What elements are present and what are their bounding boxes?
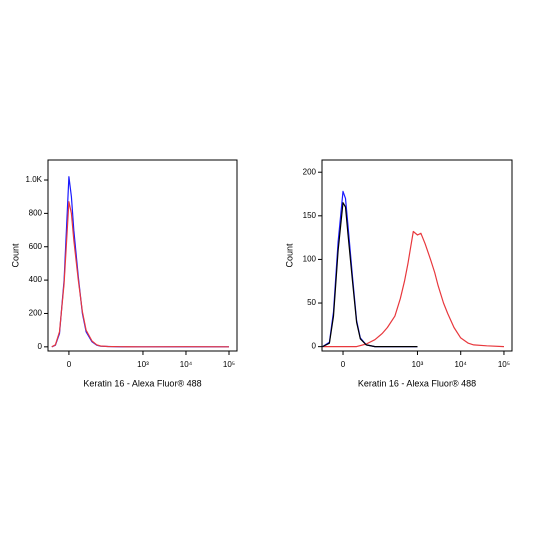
y-tick-label: 100 — [303, 255, 317, 264]
y-tick-label: 50 — [307, 298, 316, 307]
y-tick-label: 200 — [29, 309, 43, 318]
x-tick-label: 10⁵ — [223, 360, 235, 369]
x-tick-label: 0 — [67, 360, 72, 369]
y-tick-label: 1.0K — [26, 175, 43, 184]
y-tick-label: 400 — [29, 275, 43, 284]
x-tick-label: 10³ — [137, 360, 149, 369]
histogram-line — [51, 201, 230, 348]
y-tick-label: 0 — [38, 342, 43, 351]
x-axis-label: Keratin 16 - Alexa Fluor® 488 — [83, 378, 201, 388]
x-tick-label: 10⁵ — [498, 360, 510, 369]
histogram-line — [322, 202, 418, 348]
x-axis-label: Keratin 16 - Alexa Fluor® 488 — [358, 378, 476, 388]
y-tick-label: 0 — [312, 342, 317, 351]
y-axis-label: Count — [10, 243, 20, 268]
histogram-line — [51, 176, 229, 348]
y-axis-label: Count — [284, 243, 294, 268]
y-tick-label: 150 — [303, 211, 317, 220]
x-tick-label: 10³ — [412, 360, 424, 369]
x-tick-label: 0 — [341, 360, 346, 369]
y-tick-label: 200 — [303, 167, 317, 176]
y-tick-label: 800 — [29, 208, 43, 217]
histogram-line — [322, 230, 505, 348]
x-tick-label: 10⁴ — [455, 360, 468, 369]
x-tick-label: 10⁴ — [180, 360, 193, 369]
y-tick-label: 600 — [29, 242, 43, 251]
